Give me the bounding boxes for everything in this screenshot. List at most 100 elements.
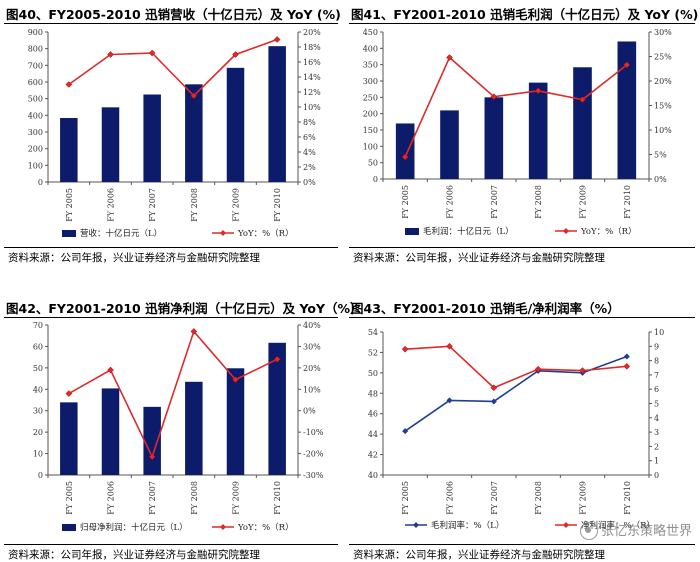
x-tick-label: FY 2006: [107, 188, 116, 222]
x-tick-label: FY 2005: [401, 481, 410, 515]
legend-label: 毛利润率：%（L）: [431, 520, 504, 531]
point: [401, 153, 409, 161]
point: [579, 367, 586, 374]
point: [107, 366, 114, 374]
x-tick-label: FY 2010: [623, 481, 632, 515]
right-tick-label: -20%: [303, 450, 324, 459]
right-tick-label: 0%: [303, 178, 316, 187]
left-tick-label: 800: [28, 45, 43, 54]
left-tick-label: 42: [368, 451, 378, 460]
x-tick-label: FY 2010: [273, 188, 282, 222]
x-tick-label: FY 2009: [232, 188, 241, 222]
point: [401, 345, 409, 353]
point: [534, 365, 542, 373]
point: [190, 328, 198, 335]
right-tick-label: 10: [654, 328, 664, 337]
legend-label: 毛利润：十亿日元（L）: [423, 226, 514, 237]
right-tick-label: 0%: [303, 407, 316, 416]
right-tick-label: 18%: [303, 43, 321, 52]
left-tick-label: 900: [28, 28, 43, 37]
left-tick-label: 40: [368, 471, 378, 480]
series-line: [405, 345, 627, 389]
wechat-icon: [579, 522, 598, 540]
left-tick-label: 500: [28, 95, 43, 104]
chart41-source: 资料来源：公司年报，兴业证券经济与金融研究院整理: [353, 252, 605, 264]
x-tick-label: FY 2008: [190, 188, 199, 222]
chart42-title: 图42、FY2001-2010 迅销净利润（十亿日元）及 YoY（%）: [6, 301, 363, 316]
point: [490, 384, 498, 392]
series-line: [404, 355, 628, 432]
right-tick-label: 8: [654, 357, 659, 366]
chart43-margins: 40 42 44 46 48 50 52 54 0 1 2 3 4 5 6 7 8 9 10 FY 2005 FY 20…: [368, 328, 664, 531]
bar: [484, 97, 504, 179]
point: [273, 36, 281, 43]
left-tick-label: 400: [363, 44, 378, 53]
x-tick-label: FY 2007: [490, 481, 499, 515]
left-tick-label: 70: [33, 321, 43, 330]
left-tick-label: 20: [33, 428, 43, 437]
legend-marker: [220, 524, 226, 530]
left-tick-label: 0: [373, 175, 378, 184]
left-tick-label: 40: [33, 385, 43, 394]
right-tick-label: 3: [654, 428, 659, 437]
chart42-source-rule: [4, 544, 338, 545]
chart40-source-rule: [4, 247, 338, 248]
right-tick-label: 8%: [303, 118, 316, 127]
left-tick-label: 700: [28, 61, 43, 70]
right-tick-label: 2: [654, 442, 659, 451]
x-tick-label: FY 2007: [148, 481, 157, 515]
legend-marker: [413, 522, 419, 528]
bar: [60, 118, 78, 182]
legend-swatch: [62, 230, 76, 237]
left-tick-label: 52: [368, 348, 378, 357]
point: [402, 428, 409, 435]
right-tick-label: 10%: [303, 103, 321, 112]
legend-marker: [220, 230, 226, 236]
chart40-title: 图40、FY2005-2010 迅销营收（十亿日元）及 YoY (%): [6, 7, 341, 22]
left-tick-label: 50: [368, 369, 378, 378]
x-tick-label: FY 2005: [401, 185, 410, 219]
bar: [143, 406, 161, 475]
point: [623, 61, 631, 69]
chart43-source: 资料来源：公司年报，兴业证券经济与金融研究院整理: [353, 549, 605, 561]
series-line: [68, 329, 278, 459]
point: [446, 342, 453, 350]
right-tick-label: 0%: [654, 175, 667, 184]
legend-marker: [563, 228, 569, 234]
bar: [101, 388, 120, 475]
bar: [185, 84, 203, 182]
point: [190, 92, 198, 100]
right-tick-label: 20%: [303, 28, 321, 37]
x-tick-label: FY 2008: [190, 481, 199, 515]
left-tick-label: 0: [38, 471, 43, 480]
left-tick-label: 0: [38, 178, 43, 187]
watermark: 张忆东策略世界: [579, 520, 692, 540]
left-tick-label: 450: [363, 28, 378, 37]
legend-label: YoY：%（R）: [237, 522, 294, 533]
left-tick-label: 150: [363, 126, 378, 135]
left-tick-label: 100: [363, 142, 378, 151]
x-tick-label: FY 2010: [623, 185, 632, 219]
left-tick-label: 46: [368, 410, 378, 419]
bar: [528, 82, 548, 179]
point: [623, 362, 631, 370]
legend-label: 归母净利润：十亿日元（L）: [80, 522, 188, 533]
point: [490, 398, 497, 405]
left-tick-label: 50: [368, 159, 378, 168]
bar: [268, 342, 286, 475]
chart40-source: 资料来源：公司年报，兴业证券经济与金融研究院整理: [8, 252, 260, 264]
right-tick-label: 14%: [303, 73, 321, 82]
right-tick-label: 7: [654, 371, 659, 380]
x-tick-label: FY 2007: [148, 188, 157, 222]
right-tick-label: 30%: [654, 28, 672, 37]
x-tick-label: FY 2009: [579, 481, 588, 515]
x-tick-label: FY 2007: [490, 185, 499, 219]
legend-label: YoY：%（R）: [580, 226, 637, 237]
right-tick-label: 10%: [654, 126, 672, 135]
bar: [226, 67, 245, 182]
left-tick-label: 200: [28, 145, 43, 154]
x-tick-label: FY 2008: [534, 185, 543, 219]
chart40-revenue-yoy: 0 100 200 300 400 500 600 700 800 900 0% 2% 4% 6% 8% 10…: [28, 28, 321, 239]
chart40-title-rule: [4, 23, 338, 24]
point: [65, 81, 73, 88]
